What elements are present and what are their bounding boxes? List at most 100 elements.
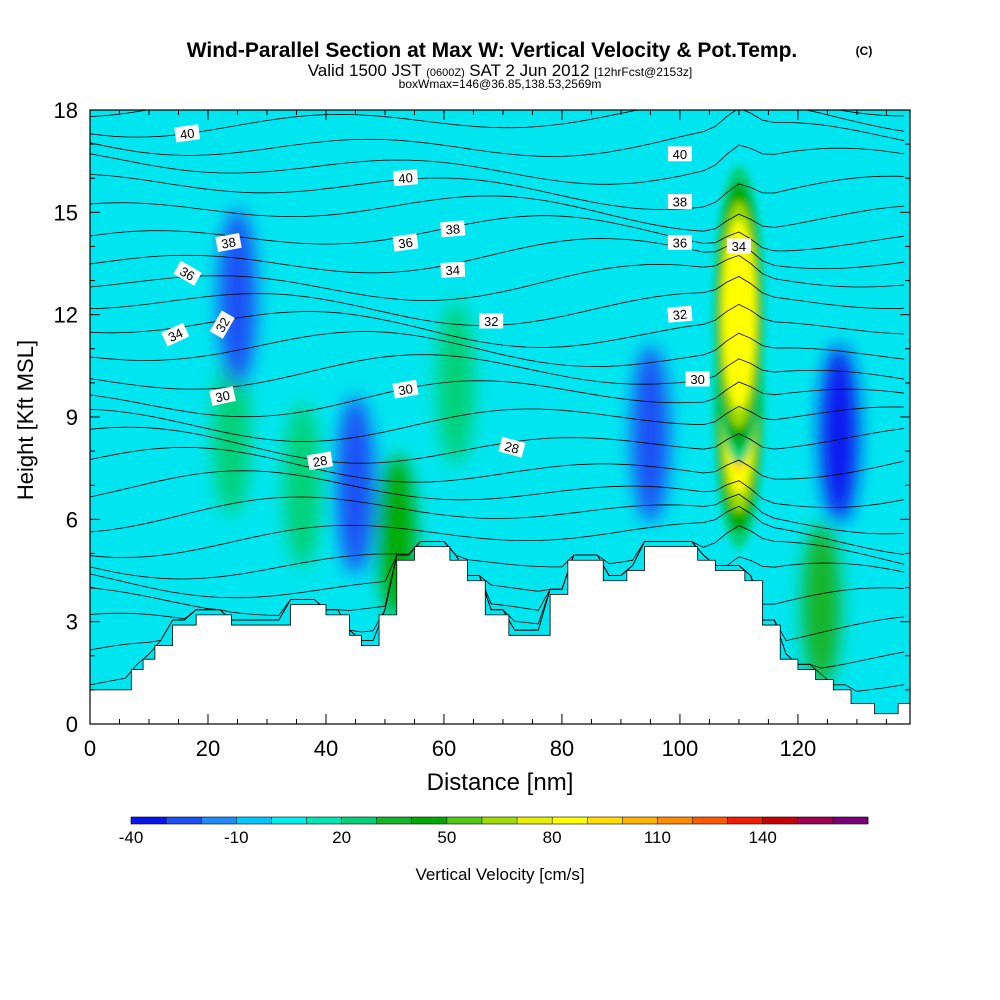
y-tick-label: 12	[54, 303, 78, 328]
colorbar-swatch	[236, 817, 272, 824]
contour-label-text: 30	[397, 381, 414, 398]
y-tick-label: 15	[54, 200, 78, 225]
theta-contour-line	[90, 195, 905, 232]
x-tick-label: 0	[84, 736, 96, 761]
contour-label-box	[209, 310, 235, 339]
velocity-updraft	[802, 522, 841, 687]
colorbar-swatch	[411, 817, 448, 824]
colorbar-swatch	[341, 817, 377, 824]
contour-label-text: 40	[398, 170, 414, 186]
contour-label-box	[392, 233, 419, 252]
contour-label-box	[209, 386, 236, 406]
theta-contour-line	[90, 405, 905, 443]
theta-contour-line	[90, 493, 905, 535]
y-tick-label: 6	[66, 507, 78, 532]
plot-area: 40 40 40 38 38 38 36 36 36 34 34 34 32 32 32 30 30 30 28 28	[90, 110, 910, 724]
theta-contour-line	[90, 110, 905, 138]
contour-label-box	[667, 305, 693, 323]
x-axis-label: Distance [nm]	[427, 769, 574, 796]
contour-label-text: 32	[213, 315, 233, 335]
chart-subtitle-box: boxWmax=146@36.85,138.53,2569m	[399, 77, 602, 91]
colorbar-swatch	[446, 817, 483, 824]
velocity-downdraft	[631, 345, 670, 523]
contour-label: 40	[667, 146, 692, 162]
contour-label-text: 36	[673, 236, 687, 251]
contour-label: 38	[440, 220, 466, 238]
contour-label-text: 34	[166, 325, 185, 345]
theta-contour-line	[90, 541, 905, 599]
contour-label: 38	[667, 194, 692, 210]
contour-label-text: 28	[312, 453, 329, 470]
x-tick-label: 120	[780, 736, 817, 761]
contour-label-box	[161, 322, 190, 347]
contour-label: 32	[667, 305, 693, 323]
subtitle-fcst: [12hrFcst@2153z]	[594, 65, 692, 79]
contour-label-box	[667, 194, 692, 210]
contour-label: 30	[685, 371, 710, 387]
contour-label-box	[498, 436, 526, 458]
theta-contour-line	[90, 380, 905, 418]
theta-contour-line	[90, 525, 905, 580]
x-tick-label: 20	[196, 736, 220, 761]
colorbar-swatch	[692, 817, 728, 824]
theta-contour-line	[90, 505, 905, 558]
contour-label-box	[479, 313, 504, 329]
chart-title: Wind-Parallel Section at Max W: Vertical…	[187, 39, 798, 62]
subtitle-valid: Valid 1500 JST	[308, 61, 422, 80]
colorbar-tick-label: -10	[224, 828, 249, 847]
subtitle-utc: (0600Z)	[426, 67, 465, 79]
colorbar-swatch	[376, 817, 413, 824]
theta-contour-line	[90, 446, 905, 483]
theta-contour-line	[90, 238, 905, 274]
colorbar-label: Vertical Velocity [cm/s]	[415, 865, 584, 884]
contour-label-box	[667, 235, 692, 250]
y-tick-label: 0	[66, 712, 78, 737]
contour-label-box	[667, 146, 692, 162]
y-tick-label: 3	[66, 610, 78, 635]
x-tick-label: 60	[432, 736, 456, 761]
colorbar-swatch	[271, 817, 307, 824]
contour-label-text: 30	[214, 388, 231, 406]
contour-label-box	[440, 220, 466, 238]
colorbar-swatch	[797, 817, 834, 824]
potential-temperature-contours	[90, 110, 905, 692]
colorbar-swatch	[622, 817, 658, 824]
colorbar-swatch	[166, 817, 202, 824]
colorbar-tick-label: 50	[437, 828, 456, 847]
chart-subtitle: Valid 1500 JST (0600Z) SAT 2 Jun 2012 [1…	[308, 61, 693, 80]
contour-label: 36	[667, 235, 692, 251]
y-axis-label: Height [Kft MSL]	[13, 340, 38, 500]
contour-label: 32	[479, 313, 504, 329]
contour-label-text: 38	[445, 221, 461, 237]
colorbar-tick-label: 80	[543, 828, 562, 847]
contour-label-text: 36	[397, 235, 413, 252]
velocity-downdraft	[218, 208, 257, 387]
colorbar-swatch	[832, 817, 869, 824]
contour-label-text: 36	[177, 264, 197, 284]
theta-contour-line	[90, 215, 905, 252]
chart-title-mark: (C)	[856, 44, 873, 58]
colorbar-swatch	[201, 817, 237, 824]
colorbar-swatch	[587, 817, 623, 824]
colorbar-swatch	[727, 817, 764, 824]
contour-label: 34	[440, 261, 466, 278]
colorbar-swatch	[481, 817, 518, 824]
contour-label-text: 38	[220, 234, 237, 251]
theta-contour-line	[90, 110, 905, 157]
colorbar-tick-label: -40	[119, 828, 144, 847]
contour-label-text: 40	[179, 125, 195, 142]
theta-contour-line	[90, 174, 905, 210]
contour-label-text: 34	[732, 239, 746, 254]
y-tick-label: 9	[66, 405, 78, 430]
y-tick-label: 18	[54, 98, 78, 123]
colorbar-swatch	[762, 817, 799, 824]
x-tick-label: 100	[662, 736, 699, 761]
velocity-updraft	[283, 403, 322, 568]
x-tick-label: 80	[550, 736, 574, 761]
contour-label-box	[173, 260, 202, 286]
colorbar-swatch	[552, 817, 588, 824]
contour-label: 40	[392, 169, 419, 186]
contour-label: 30	[392, 379, 419, 399]
